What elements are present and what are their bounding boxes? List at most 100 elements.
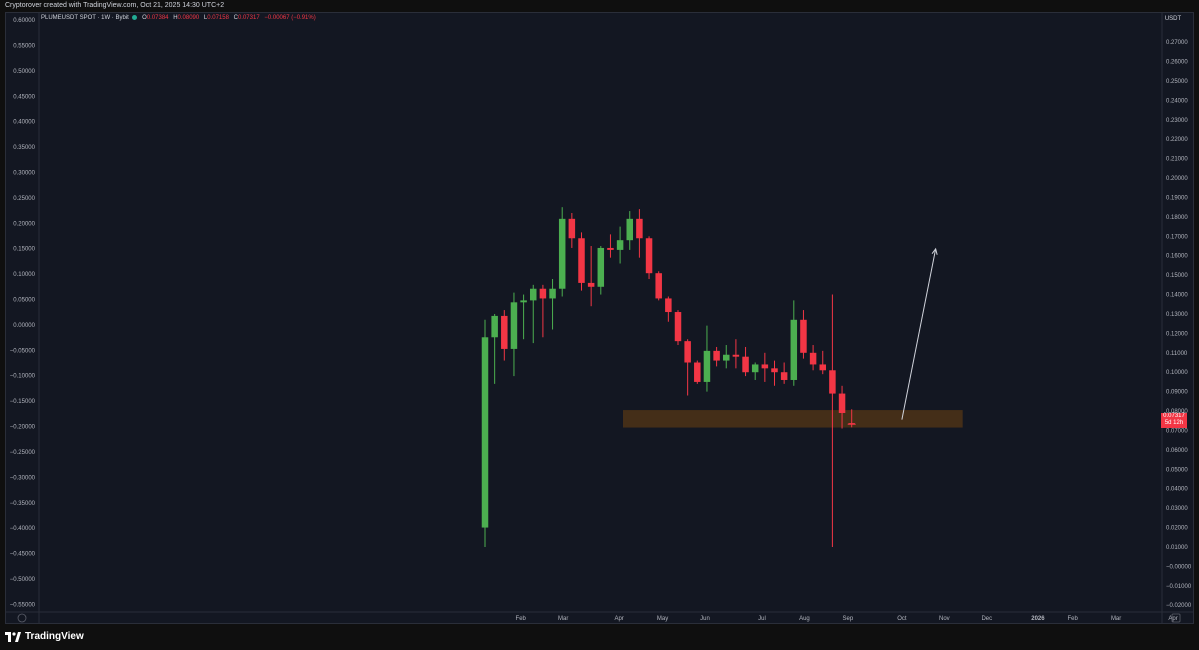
legend-change: −0.00067 (−0.91%): [264, 15, 316, 22]
left-axis-tick-label: −0.30000: [10, 475, 36, 481]
left-axis-tick-label: 0.40000: [13, 120, 35, 126]
candle-up[interactable]: [558, 218, 566, 289]
right-axis-tick-label: 0.25000: [1166, 79, 1188, 85]
candle-up[interactable]: [530, 288, 537, 301]
left-axis-tick-label: −0.55000: [10, 602, 36, 608]
bar-countdown: 5d 12h: [1164, 420, 1184, 426]
tradingview-logo-icon: [5, 631, 21, 642]
right-axis-tick-label: 0.02000: [1166, 526, 1188, 532]
candle-up[interactable]: [790, 319, 798, 380]
candle-down[interactable]: [587, 282, 595, 287]
legend-low-value: 0.07158: [207, 15, 229, 22]
support-zone[interactable]: [622, 410, 963, 428]
left-axis-tick-label: 0.45000: [13, 94, 35, 100]
go-to-date-icon[interactable]: [17, 613, 27, 623]
time-axis-tick-label: May: [657, 616, 668, 622]
time-axis-tick-label: Mar: [558, 616, 568, 622]
candle-down[interactable]: [742, 356, 749, 373]
right-axis-tick-label: 0.03000: [1166, 506, 1188, 512]
candle-down[interactable]: [761, 364, 769, 369]
candle-up[interactable]: [616, 240, 624, 250]
brand-name: TradingView: [25, 631, 84, 642]
candle-down[interactable]: [838, 393, 846, 413]
left-axis-tick-label: 0.20000: [13, 221, 35, 227]
time-axis-tick-label: Apr: [614, 616, 623, 622]
right-axis-tick-label: 0.06000: [1166, 448, 1188, 454]
left-axis-tick-label: 0.25000: [13, 196, 35, 202]
time-axis-tick-label: Nov: [939, 616, 950, 622]
candle-up[interactable]: [751, 364, 759, 373]
candle-up[interactable]: [481, 337, 489, 528]
candle-up[interactable]: [520, 300, 527, 303]
candle-down[interactable]: [674, 312, 682, 342]
market-status-icon: [132, 15, 138, 20]
candle-up[interactable]: [510, 302, 518, 349]
right-axis-tick-label: 0.20000: [1166, 176, 1188, 182]
candle-down[interactable]: [684, 341, 691, 363]
right-axis-tick-label: 0.12000: [1166, 331, 1188, 337]
candle-down[interactable]: [780, 372, 788, 380]
right-axis-tick-label: 0.26000: [1166, 60, 1188, 66]
left-axis-tick-label: 0.60000: [13, 18, 35, 24]
candle-down[interactable]: [645, 238, 653, 274]
left-axis-tick-label: −0.35000: [10, 501, 36, 507]
settings-icon[interactable]: [1171, 613, 1181, 623]
candle-down[interactable]: [819, 364, 827, 371]
candle-down[interactable]: [713, 350, 720, 361]
tradingview-logo[interactable]: TradingView: [5, 631, 84, 642]
candle-down[interactable]: [732, 354, 740, 357]
legend-high-label: H: [173, 15, 178, 22]
candle-down[interactable]: [800, 319, 807, 353]
left-axis-tick-label: 0.00000: [13, 323, 35, 329]
footer: TradingView: [0, 624, 1199, 650]
candle-up[interactable]: [626, 218, 634, 241]
right-axis-tick-label: 0.22000: [1166, 137, 1188, 143]
candle-up[interactable]: [549, 288, 556, 299]
candle-down[interactable]: [578, 238, 585, 283]
candle-up[interactable]: [723, 354, 730, 361]
right-axis-tick-label: −0.02000: [1166, 603, 1192, 609]
right-axis-tick-label: 0.11000: [1166, 351, 1188, 357]
candle-down[interactable]: [539, 288, 547, 299]
candle-down[interactable]: [809, 352, 817, 365]
legend-open-label: O: [142, 15, 147, 22]
candle-down[interactable]: [568, 218, 576, 239]
right-axis-tick-label: 0.21000: [1166, 157, 1188, 163]
candle-down[interactable]: [694, 362, 701, 382]
legend-close-value: 0.07317: [237, 15, 260, 22]
candle-down[interactable]: [665, 298, 672, 313]
last-price-tag: 0.07317 5d 12h: [1161, 413, 1187, 428]
left-axis-tick-label: 0.35000: [13, 145, 35, 151]
projection-arrow-line[interactable]: [901, 248, 937, 420]
time-axis-tick-label: Sep: [842, 616, 853, 622]
right-axis-tick-label: 0.17000: [1166, 234, 1188, 240]
candle-down[interactable]: [829, 370, 836, 394]
candle-down[interactable]: [636, 218, 643, 239]
candle-up[interactable]: [491, 315, 498, 338]
right-axis-tick-label: 0.18000: [1166, 215, 1188, 221]
chart-caption: Cryptorover created with TradingView.com…: [0, 0, 1199, 12]
legend-high-value: 0.08090: [177, 15, 200, 22]
candle-down[interactable]: [607, 247, 614, 250]
left-axis-tick-label: 0.10000: [13, 272, 35, 278]
candle-up[interactable]: [703, 350, 711, 382]
right-axis-tick-label: 0.09000: [1166, 390, 1188, 396]
projection-arrow-head: [931, 247, 938, 255]
left-axis-tick-label: −0.25000: [10, 450, 36, 456]
left-axis-tick-label: −0.10000: [10, 374, 36, 380]
candlestick-chart[interactable]: 0.60000 0.55000 0.50000 0.45000 0.40000 0.350…: [6, 13, 1193, 623]
candle-down[interactable]: [771, 368, 778, 373]
currency-unit-label[interactable]: USDT: [1164, 16, 1182, 22]
time-axis-tick-label: Feb: [516, 616, 527, 622]
left-axis-tick-label: −0.15000: [10, 399, 36, 405]
candle-down[interactable]: [501, 315, 508, 349]
right-axis-tick-label: −0.00000: [1166, 564, 1192, 570]
candle-down[interactable]: [848, 423, 855, 425]
candle-up[interactable]: [597, 247, 605, 287]
time-axis-tick-label: Mar: [1111, 616, 1121, 622]
candle-down[interactable]: [655, 273, 662, 299]
right-axis-tick-label: 0.27000: [1166, 40, 1188, 46]
chart-frame[interactable]: 0.60000 0.55000 0.50000 0.45000 0.40000 0.350…: [5, 12, 1194, 624]
left-axis-tick-label: −0.05000: [10, 348, 36, 354]
right-axis-tick-label: 0.01000: [1166, 545, 1188, 551]
